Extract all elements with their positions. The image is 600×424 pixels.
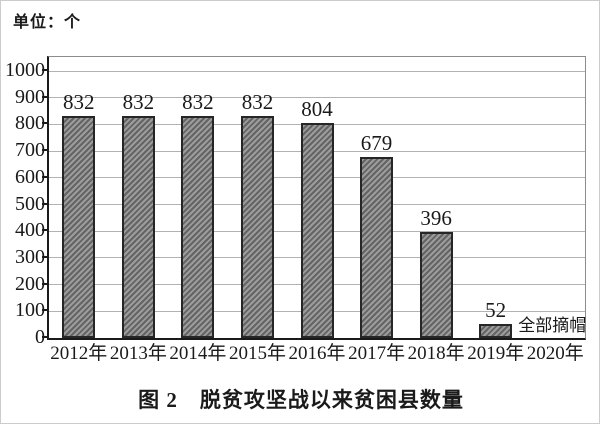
- annotation-label: 全部摘帽: [518, 316, 587, 335]
- x-axis-label: 2020年: [526, 343, 584, 364]
- y-axis-tick: [42, 122, 48, 125]
- y-axis-tick: [42, 282, 48, 285]
- y-axis-tick: [42, 255, 48, 258]
- y-axis-tick: [42, 309, 48, 312]
- bar: [240, 116, 274, 338]
- gridline: [49, 70, 585, 72]
- x-axis-label: 2017年: [348, 343, 406, 364]
- y-axis-label: 100: [15, 299, 45, 322]
- bar: [62, 116, 96, 338]
- chart-title: 图 2 脱贫攻坚战以来贫困县数量: [138, 388, 464, 412]
- x-axis-label: 2014年: [169, 343, 227, 364]
- x-axis-label: 2012年: [50, 343, 108, 364]
- y-axis-label: 600: [15, 165, 45, 188]
- bar-value-label: 832: [182, 90, 214, 114]
- y-axis-tick: [42, 175, 48, 178]
- y-axis-tick: [42, 229, 48, 232]
- y-axis-tick: [42, 69, 48, 71]
- y-axis-tick: [42, 336, 48, 338]
- x-axis-label: 2015年: [228, 343, 286, 364]
- x-axis-label: 2016年: [288, 343, 346, 364]
- bar-value-label: 832: [63, 90, 95, 114]
- y-axis-label: 500: [15, 192, 45, 215]
- bar-value-label: 832: [241, 90, 274, 114]
- bar-value-label: 679: [360, 131, 393, 155]
- x-axis-label: 2018年: [407, 343, 465, 364]
- bar: [300, 123, 334, 338]
- x-axis-label: 2019年: [467, 343, 525, 364]
- bar: [181, 116, 215, 338]
- y-axis-label: 1000: [5, 59, 45, 81]
- bar-value-label: 804: [301, 97, 333, 121]
- gridline: [49, 97, 585, 99]
- bar-value-label: 832: [122, 90, 155, 114]
- bar-value-label: 396: [420, 206, 452, 230]
- bar-value-label: 52: [485, 298, 507, 322]
- y-axis-label: 0: [35, 326, 45, 348]
- y-axis-tick: [42, 95, 48, 98]
- y-axis-label: 700: [15, 139, 45, 162]
- bar: [479, 324, 513, 338]
- y-axis-label: 900: [15, 85, 45, 108]
- x-axis-label: 2013年: [109, 343, 167, 364]
- y-axis-label: 400: [15, 219, 45, 242]
- unit-label: 单位：个: [13, 14, 82, 31]
- y-axis-label: 300: [15, 245, 45, 268]
- bar: [121, 116, 155, 338]
- y-axis-tick: [42, 202, 48, 205]
- x-axis-row: 2012年 2013年 2014年 2015年 2016年 2017年 2018年 2019年…: [49, 343, 585, 365]
- y-axis-tick: [42, 149, 48, 152]
- y-axis-label: 800: [15, 112, 45, 135]
- bar: [360, 157, 394, 338]
- plot-area: 832 832 832 832 804 679 396 52 全部摘帽: [47, 56, 586, 340]
- y-axis-label: 200: [15, 272, 45, 295]
- bar: [419, 232, 453, 338]
